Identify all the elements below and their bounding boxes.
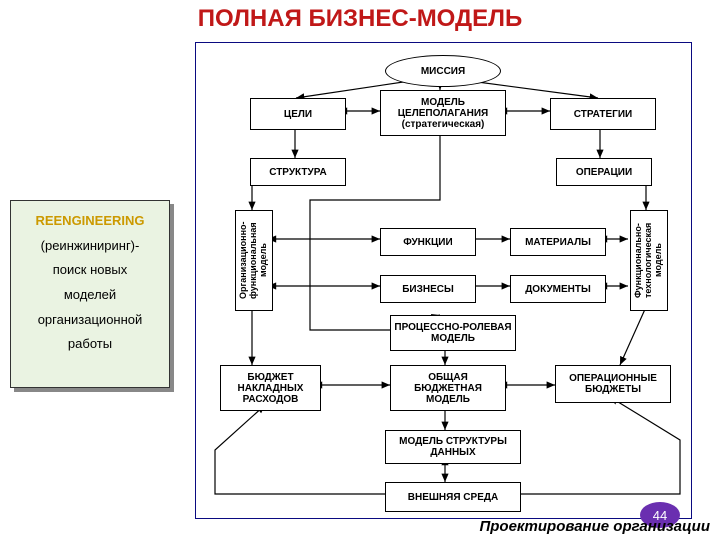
node-goals: ЦЕЛИ: [250, 98, 346, 130]
node-env: ВНЕШНЯЯ СРЕДА: [385, 482, 521, 512]
node-materials: МАТЕРИАЛЫ: [510, 228, 606, 256]
node-mission: МИССИЯ: [385, 55, 501, 87]
node-opbudget: ОПЕРАЦИОННЫЕ БЮДЖЕТЫ: [555, 365, 671, 403]
note-line1: REENGINEERING: [15, 209, 165, 234]
node-budget: ОБЩАЯ БЮДЖЕТНАЯ МОДЕЛЬ: [390, 365, 506, 411]
node-business: БИЗНЕСЫ: [380, 275, 476, 303]
node-procrole: ПРОЦЕССНО-РОЛЕВАЯ МОДЕЛЬ: [390, 315, 516, 351]
note-line4: моделей: [15, 283, 165, 308]
footer-text: Проектирование организации: [479, 518, 710, 535]
node-datastruct: МОДЕЛЬ СТРУКТУРЫ ДАННЫХ: [385, 430, 521, 464]
node-funtech: Функционально-технологическая модель: [630, 210, 668, 311]
note-line3: поиск новых: [15, 258, 165, 283]
node-functions: ФУНКЦИИ: [380, 228, 476, 256]
node-strategies: СТРАТЕГИИ: [550, 98, 656, 130]
node-overhead: БЮДЖЕТ НАКЛАДНЫХ РАСХОДОВ: [220, 365, 321, 411]
reengineering-note: REENGINEERING (реинжиниринг)- поиск новы…: [10, 200, 170, 388]
node-operations: ОПЕРАЦИИ: [556, 158, 652, 186]
note-line6: работы: [15, 332, 165, 357]
node-documents: ДОКУМЕНТЫ: [510, 275, 606, 303]
node-structure: СТРУКТУРА: [250, 158, 346, 186]
note-line5: организационной: [15, 308, 165, 333]
node-goalmodel: МОДЕЛЬ ЦЕЛЕПОЛАГАНИЯ (стратегическая): [380, 90, 506, 136]
note-line2: (реинжиниринг)-: [15, 234, 165, 259]
node-orgfunc: Организационно-функциональная модель: [235, 210, 273, 311]
page-title: ПОЛНАЯ БИЗНЕС-МОДЕЛЬ: [0, 5, 720, 33]
